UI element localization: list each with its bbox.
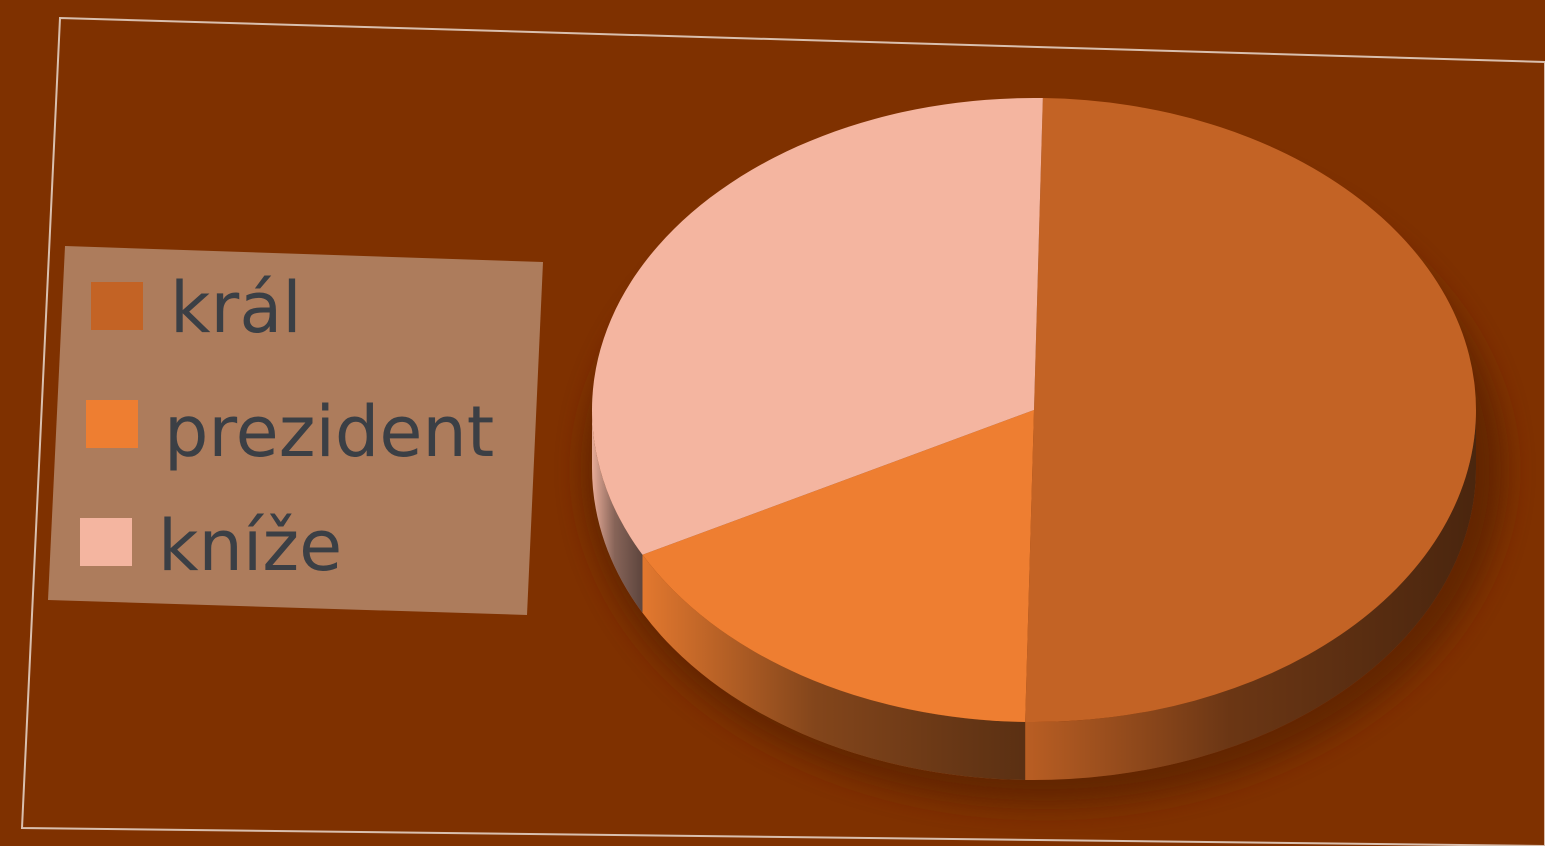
pie-slice-prezident[interactable] — [642, 410, 1034, 722]
pie-slices — [592, 98, 1476, 723]
legend-swatch-král — [91, 282, 143, 330]
pie-slice-side-shade — [642, 554, 1026, 780]
legend: král prezident kníže — [48, 246, 543, 615]
pie-slice-side-shade — [592, 410, 643, 613]
pie-sides — [592, 410, 1476, 780]
legend-items: král prezident kníže — [80, 267, 494, 587]
pie-slice-král[interactable] — [1025, 98, 1476, 723]
pie-slice-kníže[interactable] — [592, 98, 1043, 555]
legend-swatch-kníže — [80, 518, 132, 566]
legend-background — [48, 246, 543, 615]
pie-slice-side-shade — [1025, 410, 1476, 780]
chart-frame — [20, 16, 1545, 846]
legend-label-prezident: prezident — [164, 391, 494, 473]
legend-swatch-prezident — [86, 400, 138, 448]
legend-label-kníže: kníže — [158, 505, 342, 587]
legend-label-král: král — [170, 267, 302, 349]
